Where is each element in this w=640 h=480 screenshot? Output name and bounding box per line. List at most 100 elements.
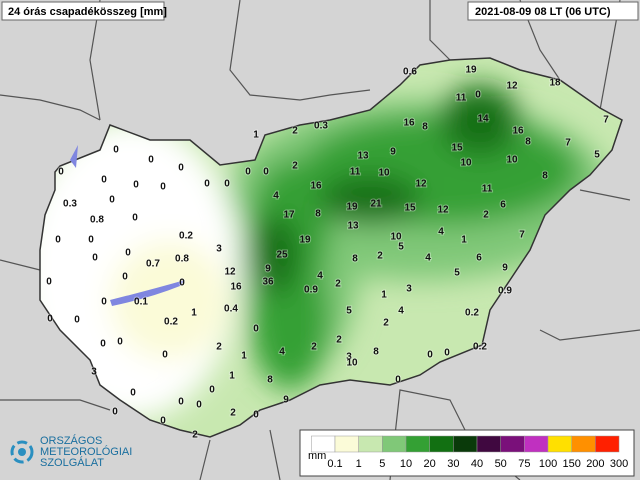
legend-label: 20 [424,458,436,470]
station-value: 0 [132,213,138,224]
station-value: 4 [317,271,323,282]
lakes [70,145,185,306]
legend-swatch [382,435,407,453]
time: 2021-08-09 08 LT (06 UTC) [475,6,611,18]
station-value: 0 [178,397,184,408]
station-value: 0 [395,375,401,386]
station-value: 19 [465,65,477,76]
station-value: 0.3 [63,199,77,210]
legend-label: 10 [400,458,412,470]
legend-swatch [524,435,549,453]
legend-unit: mm [308,450,326,462]
title-box [1,1,165,21]
station-value: 0 [122,272,128,283]
station-value: 8 [422,122,428,133]
station-value: 16 [403,118,415,129]
station-value: 0.7 [146,259,160,270]
station-value: 0 [101,175,107,186]
station-value: 9 [390,147,396,158]
station-value: 3 [91,367,97,378]
legend-swatch [311,435,336,453]
station-value: 13 [357,151,369,162]
station-value: 0 [475,90,481,101]
legend-label: 5 [379,458,385,470]
legend-label: 30 [447,458,459,470]
station-value: 2 [383,318,389,329]
station-value: 0 [160,182,166,193]
station-value: 0 [46,277,52,288]
station-value: 4 [398,306,404,317]
station-value: 0 [204,179,210,190]
station-value: 0 [160,416,166,427]
station-value: 0 [444,348,450,359]
station-value: 11 [456,93,467,104]
legend-swatch [358,435,383,453]
station-value: 10 [346,358,358,369]
logo: ORSZÁGOS METEOROLÓGIAI SZOLGÁLAT [10,434,132,469]
station-value: 0 [130,388,136,399]
station-value: 18 [549,78,561,89]
station-value: 0 [133,180,139,191]
station-value: 12 [224,267,236,278]
station-value: 1 [381,290,387,301]
station-value: 12 [415,179,427,190]
station-value: 2 [311,342,317,353]
legend-swatch [334,435,359,453]
station-value: 4 [438,227,444,238]
time-box [467,1,639,21]
station-value: 1 [191,308,197,319]
station-value: 0.4 [224,304,238,315]
station-value: 25 [276,250,288,261]
station-value: 9 [265,264,271,275]
legend-label: 150 [563,458,581,470]
legend-label: 200 [586,458,604,470]
station-value: 12 [506,81,518,92]
station-value: 0 [427,350,433,361]
station-value: 6 [500,200,506,211]
station-value: 3 [216,244,222,255]
station-value: 7 [565,138,571,149]
station-value: 0.2 [164,317,178,328]
station-value: 10 [460,158,472,169]
station-value: 0 [125,248,131,259]
legend-swatch [476,435,501,453]
station-value: 0 [58,167,64,178]
station-value: 10 [506,155,518,166]
station-value: 7 [603,115,609,126]
station-value: 8 [315,209,321,220]
station-value: 13 [347,221,359,232]
station-value: 2 [377,251,383,262]
station-value: 1 [229,371,235,382]
legend: 0.1 1 5 10 20 30 40 50 75 100 150 200 300 [311,435,628,470]
logo-text: SZOLGÁLAT [40,456,104,469]
legend-label: 50 [495,458,507,470]
station-value: 0 [178,163,184,174]
station-value: 0 [74,315,80,326]
station-value: 7 [519,230,525,241]
station-value: 0.2 [179,231,193,242]
station-value: 0 [224,179,230,190]
station-value: 4 [273,191,279,202]
station-value: 0 [112,407,118,418]
station-value: 0 [117,337,123,348]
station-value: 0 [100,339,106,350]
station-value: 21 [370,199,382,210]
station-value: 19 [346,202,358,213]
station-value: 0 [179,278,185,289]
station-value: 4 [425,253,431,264]
station-value: 9 [502,263,508,274]
station-value: 0 [245,167,251,178]
station-value: 2 [230,408,236,419]
station-value: 0.1 [134,297,148,308]
station-value: 10 [378,168,390,179]
station-value: 16 [310,181,322,192]
station-value: 3 [346,352,352,363]
station-value: 0.9 [304,285,318,296]
station-value: 11 [350,167,361,178]
station-value: 0.6 [403,67,417,78]
station-value: 8 [352,254,358,265]
station-value: 0 [162,350,168,361]
station-value: 1 [253,130,259,141]
